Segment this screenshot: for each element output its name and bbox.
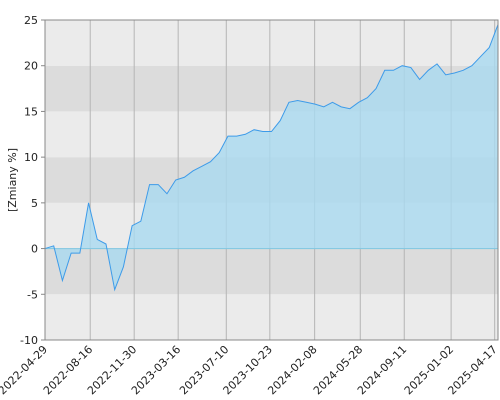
y-axis-label: [Zmiany %] [6, 148, 19, 212]
y-tick-label: 0 [31, 243, 38, 256]
y-tick-label: 5 [31, 197, 38, 210]
y-tick-label: 10 [24, 151, 38, 164]
background-band [45, 20, 498, 66]
plot-frame [44, 19, 499, 341]
background-band [45, 294, 498, 340]
y-tick-label: -10 [20, 334, 38, 347]
line [44, 24, 499, 292]
y-tick-label: 25 [24, 14, 38, 27]
y-tick-label: 15 [24, 105, 38, 118]
y-tick-label: 20 [24, 60, 38, 73]
area [45, 24, 498, 290]
y-tick-label: -5 [27, 288, 38, 301]
